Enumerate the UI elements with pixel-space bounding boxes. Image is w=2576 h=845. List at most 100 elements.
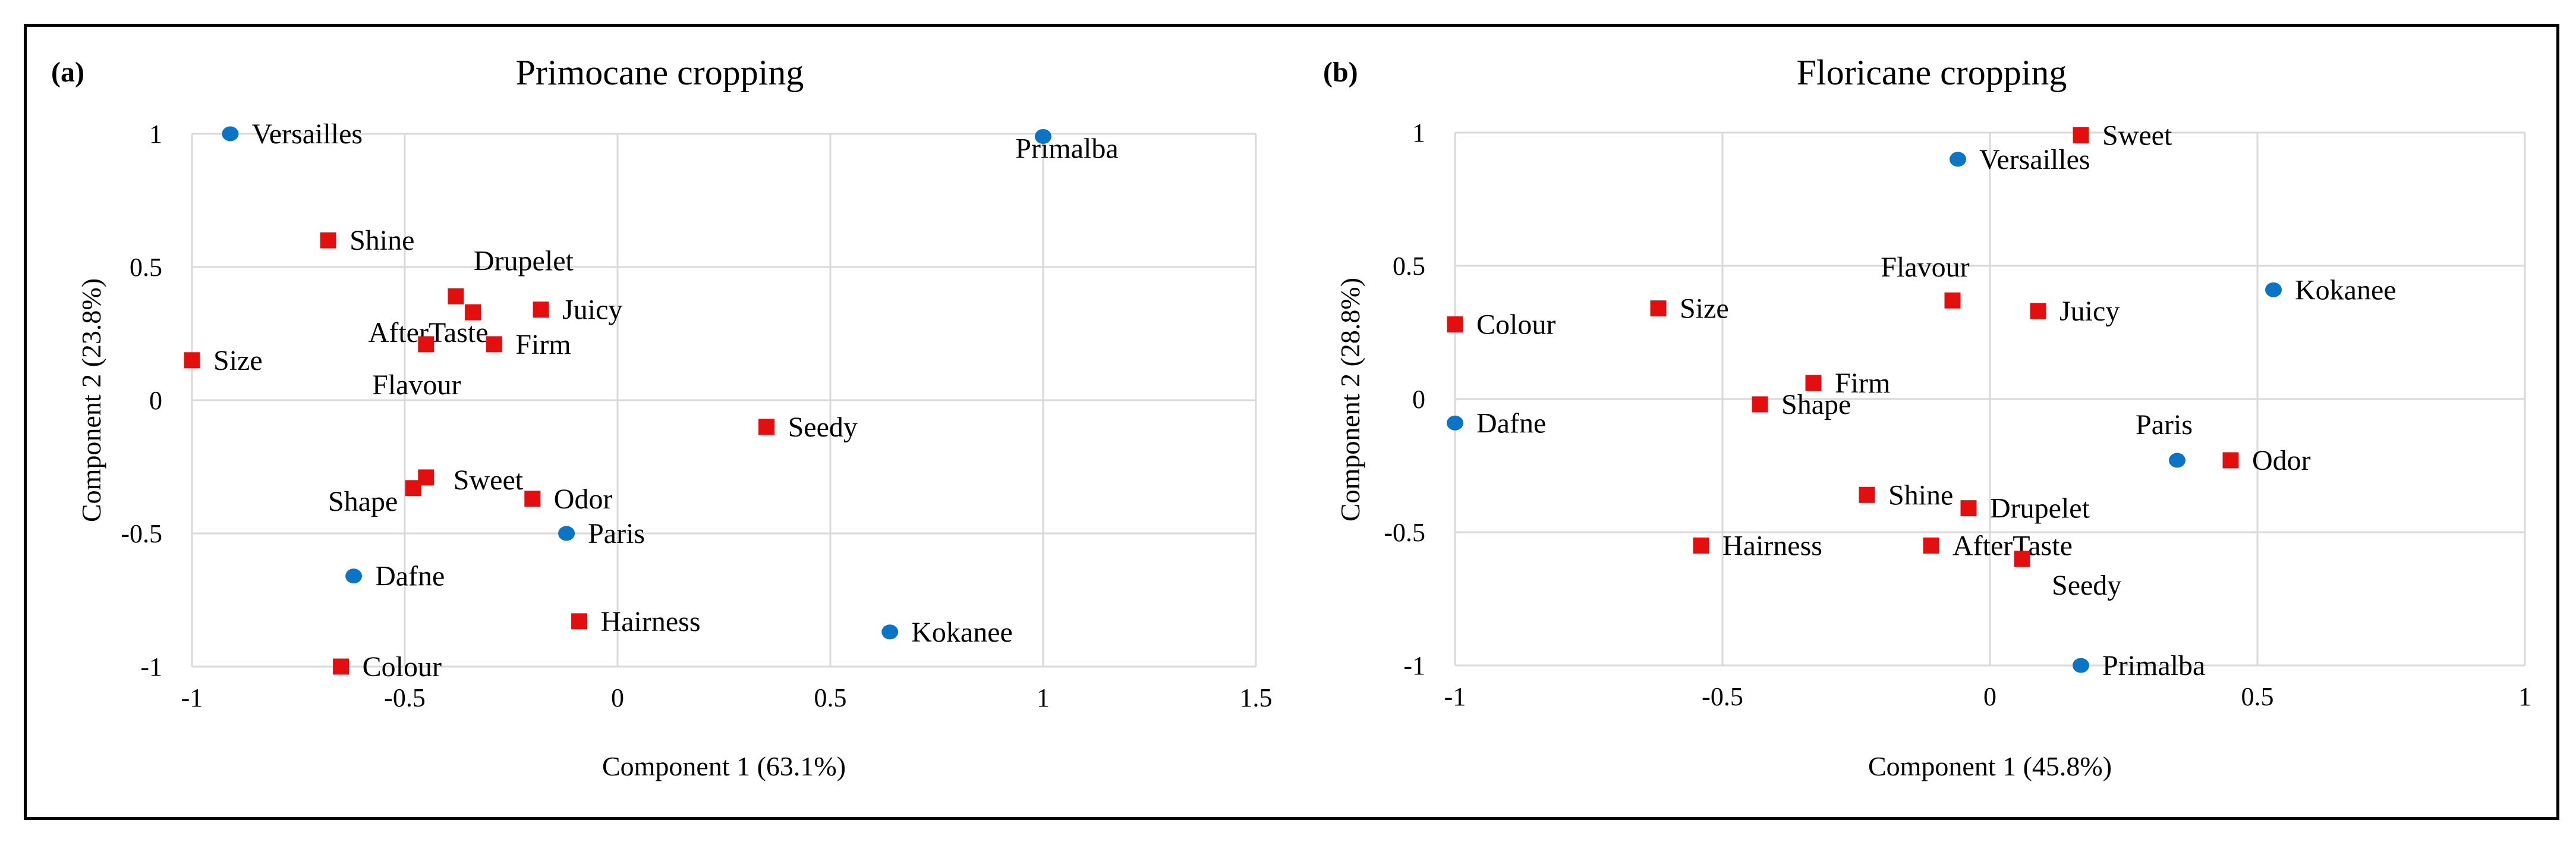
panel-a-x-axis-title: Component 1 (63.1%)	[602, 751, 846, 781]
panel-b: -1 -0.5 0 0.5 1 1 0.5 0 -0.5 -1 Versailles Kokanee P…	[1384, 118, 2531, 711]
marker-circle-versailles	[222, 126, 239, 142]
x-tick-label: 1.5	[1240, 683, 1273, 712]
panel-a-title: Primocane cropping	[515, 53, 804, 92]
marker-square-seedy	[758, 419, 775, 435]
marker-square-shape	[405, 480, 421, 497]
point-label-sweet: Sweet	[454, 464, 524, 496]
y-tick-label: 0	[149, 386, 162, 415]
y-tick-label: 1	[1412, 118, 1425, 147]
figure-border	[24, 24, 2559, 820]
panel-b-x-axis-title: Component 1 (45.8%)	[1868, 751, 2112, 781]
x-tick-label: -1	[1444, 682, 1466, 711]
panel-a-corner-label: (a)	[51, 56, 84, 88]
point-label-paris: Paris	[2136, 409, 2193, 441]
point-label-odor: Odor	[2252, 445, 2311, 476]
point-label-shine: Shine	[349, 225, 414, 256]
y-tick-label: -1	[1403, 651, 1425, 680]
x-tick-label: 1	[1037, 683, 1050, 712]
point-label-drupelet: Drupelet	[474, 245, 574, 277]
point-label-flavour: Flavour	[372, 369, 461, 401]
point-label-drupelet: Drupelet	[1990, 493, 2090, 524]
marker-square-odor	[524, 491, 541, 507]
point-label-primalba: Primalba	[2102, 650, 2205, 681]
y-tick-label: -1	[140, 652, 162, 681]
point-label-firm: Firm	[515, 329, 571, 360]
marker-circle-paris	[2169, 453, 2185, 468]
point-label-size: Size	[1680, 293, 1729, 325]
point-label-colour: Colour	[363, 651, 442, 683]
panel-b-corner-label: (b)	[1323, 56, 1358, 88]
y-tick-label: 0.5	[130, 253, 162, 282]
marker-square-flavour	[1944, 292, 1961, 309]
point-label-shape: Shape	[328, 486, 398, 517]
marker-circle-kokanee	[881, 624, 899, 640]
point-label-juicy: Juicy	[2059, 296, 2120, 327]
point-label-dafne: Dafne	[375, 561, 445, 592]
x-tick-label: -1	[181, 683, 203, 712]
point-label-odor: Odor	[554, 483, 613, 515]
point-label-seedy: Seedy	[788, 411, 858, 443]
point-label-juicy: Juicy	[562, 294, 622, 326]
marker-square-hairness	[571, 613, 588, 630]
y-tick-label: -0.5	[121, 519, 162, 548]
y-tick-label: 1	[149, 120, 162, 149]
point-label-versailles: Versailles	[251, 118, 363, 150]
marker-square-drupelet	[1960, 500, 1977, 517]
marker-square-shape	[1752, 396, 1768, 413]
point-label-aftertaste: AfterTaste	[1953, 530, 2073, 561]
marker-square-shine	[320, 232, 336, 249]
point-label-flavour: Flavour	[1881, 252, 1969, 283]
marker-square-size	[1650, 300, 1667, 317]
point-label-versailles: Versailles	[1979, 144, 2090, 175]
panel-b-title: Floricane cropping	[1796, 53, 2067, 92]
point-label-primalba: Primalba	[1015, 133, 1118, 164]
marker-square-aftertaste	[465, 304, 481, 321]
marker-square-odor	[2222, 452, 2239, 469]
x-tick-label: 0	[611, 683, 624, 712]
marker-square-firm	[1805, 375, 1822, 391]
x-tick-label: -0.5	[1702, 682, 1743, 711]
marker-circle-kokanee	[2265, 282, 2282, 297]
marker-square-colour	[333, 658, 349, 675]
panel-a: -1 -0.5 0 0.5 1 1.5 1 0.5 0 -0.5 -1 Versailles Prima…	[121, 118, 1272, 712]
marker-circle-primalba	[2073, 658, 2089, 673]
x-tick-label: -0.5	[384, 683, 426, 712]
marker-square-seedy	[2014, 551, 2030, 567]
marker-square-colour	[1447, 316, 1463, 333]
point-label-dafne: Dafne	[1476, 407, 1546, 439]
point-label-paris: Paris	[588, 518, 645, 549]
marker-square-flavour	[418, 336, 434, 353]
marker-square-sweet	[2073, 127, 2089, 143]
y-tick-label: 0	[1412, 385, 1425, 414]
point-label-shine: Shine	[1888, 479, 1953, 511]
point-label-hairness: Hairness	[1722, 530, 1822, 561]
point-label-sweet: Sweet	[2102, 120, 2172, 151]
point-label-colour: Colour	[1476, 309, 1555, 341]
x-tick-label: 1	[2518, 682, 2531, 711]
point-label-size: Size	[213, 345, 263, 376]
point-label-kokanee: Kokanee	[2295, 274, 2397, 306]
y-tick-label: 0.5	[1393, 252, 1425, 281]
marker-circle-primalba	[1035, 128, 1051, 144]
marker-square-firm	[486, 336, 502, 353]
marker-square-juicy	[2030, 303, 2046, 319]
marker-square-hairness	[1693, 537, 1709, 554]
x-tick-label: 0.5	[814, 683, 847, 712]
marker-circle-versailles	[1950, 152, 1966, 167]
marker-square-shine	[1859, 486, 1875, 503]
marker-circle-dafne	[1447, 415, 1463, 431]
marker-square-size	[184, 352, 200, 369]
marker-square-drupelet	[448, 288, 464, 304]
marker-circle-dafne	[345, 568, 363, 584]
x-tick-label: 0.5	[2241, 682, 2274, 711]
point-label-kokanee: Kokanee	[911, 617, 1013, 648]
marker-circle-paris	[558, 526, 575, 541]
point-label-shape: Shape	[1781, 389, 1851, 420]
x-tick-label: 0	[1983, 682, 1996, 711]
y-tick-label: -0.5	[1384, 518, 1425, 547]
marker-square-juicy	[533, 301, 549, 318]
marker-square-aftertaste	[1923, 537, 1939, 554]
point-label-hairness: Hairness	[601, 606, 701, 637]
